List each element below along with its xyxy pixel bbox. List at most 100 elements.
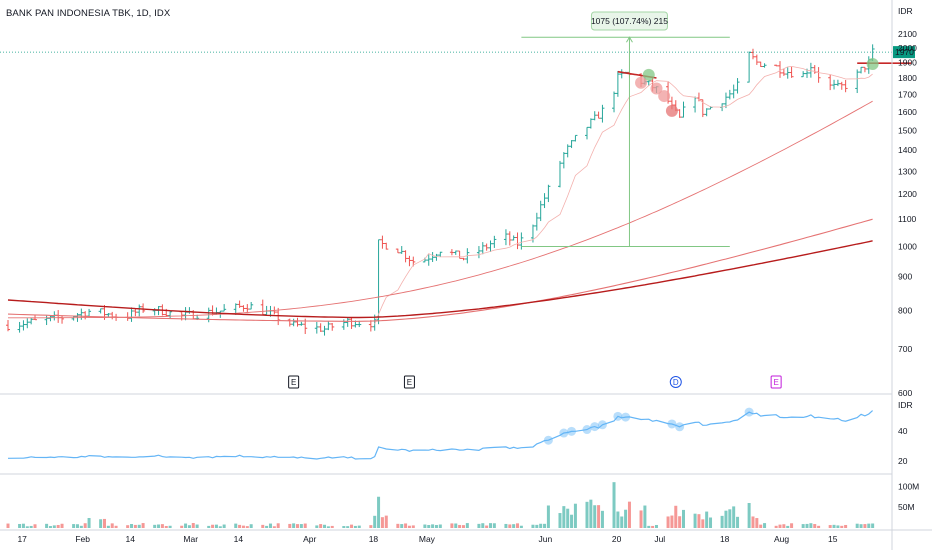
volume-bar bbox=[855, 523, 859, 528]
volume-bar bbox=[75, 524, 79, 528]
x-tick-label: Feb bbox=[75, 534, 90, 544]
rs-marker bbox=[590, 422, 600, 432]
volume-bar bbox=[191, 523, 195, 528]
ohlc-bar bbox=[29, 317, 34, 325]
rs-marker bbox=[559, 428, 569, 438]
ohlc-bar bbox=[754, 54, 759, 65]
chart-title: BANK PAN INDONESIA TBK, 1D, IDX bbox=[6, 8, 171, 19]
volume-bar bbox=[682, 509, 685, 528]
measure-arrow bbox=[626, 36, 633, 43]
rs-marker bbox=[744, 407, 754, 417]
volume-bar bbox=[25, 526, 29, 528]
volume-bar bbox=[214, 524, 218, 528]
y-tick-label: 1500 bbox=[898, 125, 917, 135]
volume-bar bbox=[326, 526, 330, 528]
volume-bar bbox=[454, 523, 458, 528]
volume-bar bbox=[844, 524, 848, 528]
volume-bar bbox=[840, 525, 844, 528]
volume-bar bbox=[871, 523, 875, 528]
ohlc-bar bbox=[426, 254, 431, 266]
volume-bar bbox=[759, 524, 763, 528]
ohlc-bar bbox=[380, 235, 385, 249]
ohlc-bar bbox=[241, 305, 246, 312]
rs-marker bbox=[582, 425, 592, 435]
volume-bar bbox=[103, 518, 106, 528]
volume-bar bbox=[670, 515, 674, 528]
ohlc-bar bbox=[183, 307, 188, 321]
volume-bar bbox=[724, 510, 728, 528]
volume-bar bbox=[747, 503, 751, 528]
ohlc-bar bbox=[503, 229, 508, 246]
rs-marker bbox=[675, 422, 685, 432]
volume-bar bbox=[48, 526, 52, 528]
volume-bar bbox=[72, 524, 76, 528]
volume-bar bbox=[666, 516, 670, 528]
volume-bar bbox=[373, 515, 377, 528]
ohlc-bar bbox=[141, 303, 146, 313]
x-tick-label: 14 bbox=[234, 534, 244, 544]
volume-bar bbox=[489, 523, 492, 528]
ohlc-bar bbox=[565, 144, 570, 158]
ohlc-bar bbox=[693, 96, 698, 113]
volume-bar bbox=[164, 525, 168, 528]
volume-bar bbox=[654, 524, 658, 528]
ohlc-bar bbox=[125, 312, 130, 321]
volume-bar bbox=[627, 501, 631, 528]
volume-bar bbox=[485, 525, 489, 528]
x-tick-label: Mar bbox=[183, 534, 198, 544]
y-tick-label: 1200 bbox=[898, 189, 917, 199]
volume-bar bbox=[79, 525, 83, 528]
ohlc-bar bbox=[762, 63, 767, 68]
volume-bar bbox=[184, 523, 188, 528]
volume-bar bbox=[600, 510, 604, 528]
y-axis-label: IDR bbox=[898, 6, 913, 16]
x-tick-label: 18 bbox=[369, 534, 379, 544]
volume-bar bbox=[222, 524, 226, 528]
ohlc-bar bbox=[750, 48, 755, 60]
volume-bar bbox=[859, 524, 863, 528]
ohlc-bar bbox=[129, 307, 134, 322]
x-tick-label: 20 bbox=[612, 534, 622, 544]
ohlc-bar bbox=[434, 253, 439, 261]
ohlc-bar bbox=[79, 308, 84, 320]
volume-bar bbox=[407, 525, 411, 528]
ohlc-bar bbox=[106, 313, 111, 317]
volume-bar bbox=[778, 524, 782, 528]
volume-bar bbox=[249, 524, 253, 528]
ohlc-bar bbox=[588, 118, 593, 129]
volume-bar bbox=[288, 523, 292, 528]
signal-marker bbox=[642, 68, 655, 81]
signal-marker bbox=[665, 104, 678, 117]
volume-bar bbox=[774, 525, 778, 528]
y-tick-label: 2100 bbox=[898, 29, 917, 39]
event-label: E bbox=[773, 378, 778, 387]
moving-average-line bbox=[7, 240, 873, 319]
y-tick-label: 2000 bbox=[898, 43, 917, 53]
ohlc-bar bbox=[808, 62, 813, 78]
y-tick-label: 900 bbox=[898, 272, 912, 282]
volume-bar bbox=[130, 524, 134, 528]
x-tick-label: Jul bbox=[654, 534, 665, 544]
volume-bar bbox=[539, 523, 543, 528]
volume-bar bbox=[508, 524, 512, 528]
volume-bar bbox=[377, 496, 381, 528]
volume-bar bbox=[674, 505, 678, 528]
ohlc-bar bbox=[245, 304, 250, 314]
volume-bar bbox=[573, 503, 577, 528]
x-tick-label: 17 bbox=[17, 534, 27, 544]
volume-bar bbox=[350, 524, 354, 528]
volume-bar bbox=[546, 505, 550, 528]
volume-bar bbox=[828, 525, 832, 528]
moving-average-line bbox=[7, 218, 873, 322]
volume-bar bbox=[29, 525, 33, 528]
measure-label: 1075 (107.74%) 215 bbox=[591, 16, 668, 26]
volume-bar bbox=[512, 524, 516, 528]
event-box bbox=[288, 375, 300, 389]
volume-bar bbox=[612, 482, 616, 528]
volume-bar bbox=[450, 523, 454, 528]
ohlc-bar bbox=[48, 316, 53, 322]
volume-bar bbox=[519, 525, 523, 528]
volume-bar bbox=[141, 523, 145, 528]
ohlc-bar bbox=[299, 321, 304, 326]
